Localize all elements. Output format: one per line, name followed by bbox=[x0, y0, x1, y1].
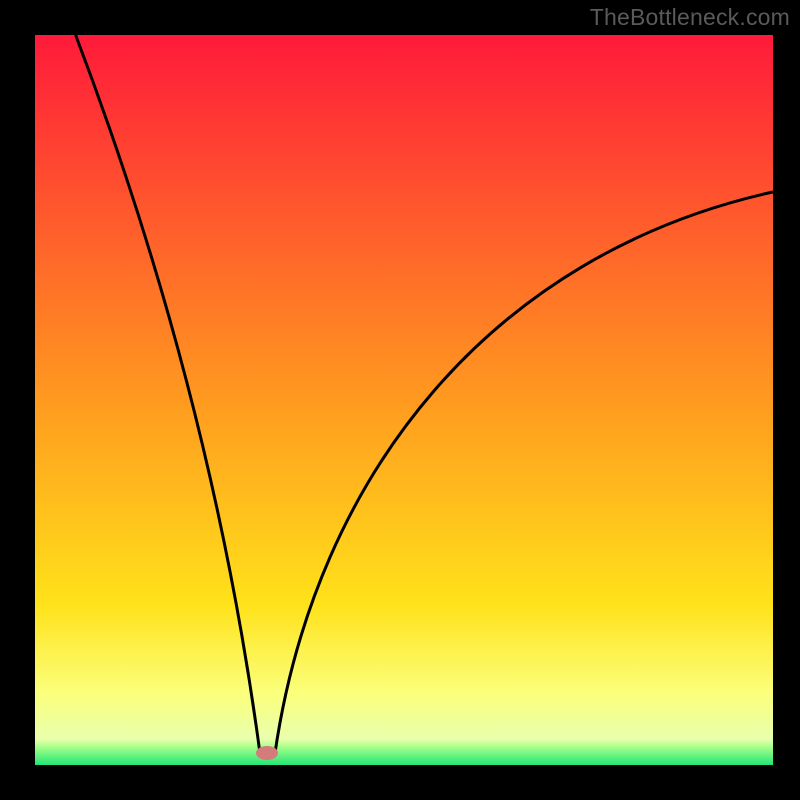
minimum-point-marker bbox=[256, 746, 278, 760]
bottleneck-curve bbox=[35, 35, 773, 765]
curve-right-branch bbox=[275, 192, 773, 754]
plot-area bbox=[35, 35, 773, 765]
watermark-text: TheBottleneck.com bbox=[590, 4, 790, 31]
curve-left-branch bbox=[76, 35, 261, 754]
